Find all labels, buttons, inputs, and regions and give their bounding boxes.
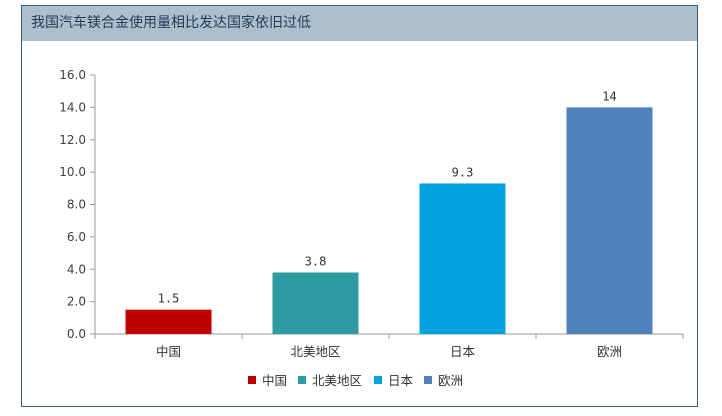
- x-tick-label: 日本: [450, 344, 476, 359]
- bar: [566, 107, 653, 334]
- y-tick-label: 10.0: [59, 165, 86, 179]
- legend-swatch: [248, 376, 256, 384]
- y-tick-label: 12.0: [59, 133, 86, 147]
- legend-label: 日本: [388, 373, 414, 388]
- y-tick-label: 8.0: [67, 198, 86, 212]
- chart-bars: [125, 107, 653, 334]
- legend-label: 中国: [262, 373, 287, 388]
- legend-swatch: [424, 376, 432, 384]
- x-tick-label: 中国: [156, 344, 181, 359]
- x-tick-label: 欧洲: [597, 344, 622, 359]
- chart-labels: 1.5 中国 3.8 北美地区 9.3 日本 14 欧洲: [156, 89, 622, 359]
- y-tick-label: 16.0: [59, 68, 86, 82]
- chart-legend: 中国 北美地区 日本 欧洲: [248, 373, 463, 388]
- legend-swatch: [298, 376, 306, 384]
- y-tick-label: 14.0: [59, 100, 86, 114]
- legend-swatch: [374, 376, 382, 384]
- legend-label: 欧洲: [438, 373, 463, 388]
- data-label: 3.8: [305, 254, 327, 268]
- chart-title: 我国汽车镁合金使用量相比发达国家依旧过低: [22, 6, 697, 41]
- legend-label: 北美地区: [312, 373, 362, 388]
- y-tick-label: 4.0: [67, 262, 86, 276]
- y-tick-label: 6.0: [67, 230, 86, 244]
- bar: [419, 183, 506, 334]
- data-label: 14: [602, 89, 616, 103]
- y-tick-label: 0.0: [67, 327, 86, 341]
- bar: [272, 272, 359, 334]
- y-tick-label: 2.0: [67, 295, 86, 309]
- data-label: 9.3: [452, 165, 474, 179]
- x-tick-label: 北美地区: [290, 344, 340, 359]
- data-label: 1.5: [158, 292, 180, 306]
- bar: [125, 309, 212, 334]
